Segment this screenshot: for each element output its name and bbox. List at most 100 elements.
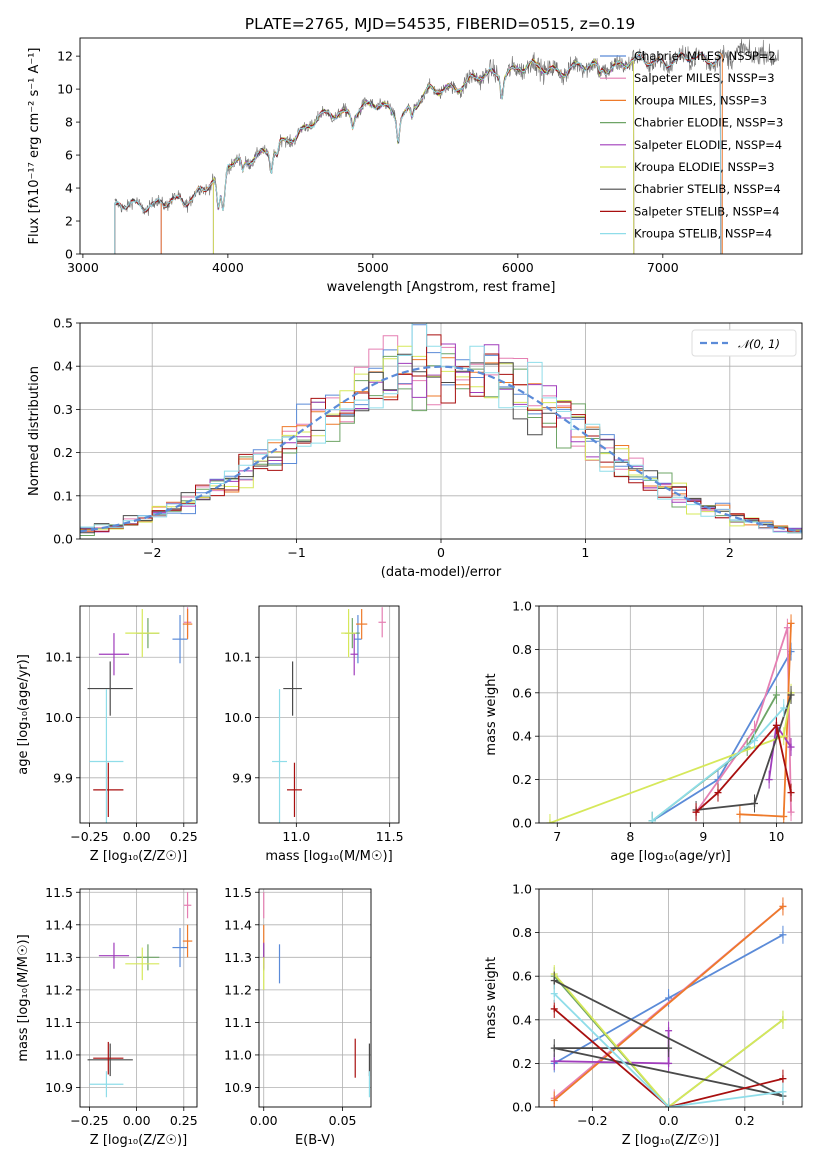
y-tick-label: 0 [65, 247, 73, 262]
y-tick-label: 10.9 [45, 1080, 73, 1095]
errorbar-point [136, 944, 160, 971]
y-tick-label: 0.0 [53, 532, 73, 547]
weight-marker [751, 794, 759, 813]
y-tick-label: 6 [65, 148, 73, 163]
errorbar-point [283, 661, 302, 716]
axes-frame [79, 888, 198, 1108]
x-tick-label: 0.25 [170, 829, 198, 844]
weight-marker [772, 716, 780, 735]
spectrum-legend: Chabrier MILES, NSSP=2 Salpeter MILES, NS… [600, 49, 783, 241]
weight-marker [779, 897, 787, 916]
legend-label: Salpeter MILES, NSSP=3 [634, 71, 775, 85]
weight-line [553, 905, 784, 1102]
errorbar-point [182, 609, 193, 640]
legend-label: Chabrier STELIB, NSSP=4 [634, 182, 781, 196]
y-tick-label: 9.9 [232, 770, 252, 785]
y-axis-label: mass weight [484, 957, 499, 1039]
x-tick-label: 8 [626, 829, 634, 844]
x-tick-label: 6000 [502, 260, 534, 275]
legend-label: Kroupa MILES, NSSP=3 [634, 93, 767, 107]
x-axis-label: mass [log₁₀(M/M☉)] [265, 849, 392, 864]
axes-frame [258, 888, 372, 1108]
legend-label: Kroupa ELODIE, NSSP=3 [634, 160, 775, 174]
y-tick-label: 11.0 [224, 1047, 252, 1062]
legend-box [691, 329, 797, 357]
weight-line [553, 979, 784, 1097]
y-tick-label: 11.1 [224, 1015, 252, 1030]
y-tick-label: 11.4 [224, 917, 252, 932]
y-tick-label: 2 [65, 214, 73, 229]
x-tick-label: 7000 [647, 260, 679, 275]
x-tick-label: 0.00 [123, 829, 151, 844]
weight-marker [787, 738, 795, 757]
y-tick-label: 10.1 [224, 650, 252, 665]
x-tick-label: 0.0 [659, 1113, 679, 1128]
errorbar-point [354, 615, 362, 664]
weight-marker [692, 803, 700, 822]
weight-marker [665, 1021, 673, 1040]
errorbar-point [172, 615, 188, 664]
weight-marker [787, 685, 795, 704]
x-tick-label: 5000 [357, 260, 389, 275]
x-tick-label: 3000 [67, 260, 99, 275]
plot-area [546, 614, 795, 823]
weight-line [553, 973, 784, 1107]
y-tick-label: 11.2 [224, 982, 252, 997]
figure-title: PLATE=2765, MJD=54535, FIBERID=0515, z=0… [245, 15, 635, 33]
weight-marker [550, 1091, 558, 1107]
errorbar-point [272, 689, 287, 823]
x-tick-label: 11.0 [282, 829, 310, 844]
x-tick-label: −1 [287, 545, 305, 560]
y-tick-label: 1.0 [512, 882, 532, 897]
y-tick-label: 0.8 [512, 642, 532, 657]
x-axis-label: Z [log₁₀(Z/Z☉)] [90, 1133, 187, 1148]
errorbar-point [89, 689, 124, 823]
y-tick-label: 11.1 [45, 1015, 73, 1030]
x-tick-label: 4000 [212, 260, 244, 275]
weight-marker [780, 698, 788, 717]
plot-area [263, 892, 371, 1098]
y-tick-label: 11.2 [45, 982, 73, 997]
y-tick-label: 0.2 [512, 772, 532, 787]
errorbar-point [98, 633, 130, 676]
x-axis-label: E(B-V) [295, 1133, 335, 1148]
age-vs-mass-panel: 11.0 11.5 9.9 10.0 10.1 mass [log₁₀(M/M☉)] [224, 605, 404, 864]
weight-marker [550, 999, 558, 1018]
y-tick-label: 0.4 [53, 359, 73, 374]
x-axis-label: wavelength [Angstrom, rest frame] [327, 280, 556, 295]
y-tick-label: 11.3 [224, 950, 252, 965]
y-tick-label: 10.0 [224, 710, 252, 725]
weight-marker [550, 984, 558, 1003]
y-tick-label: 11.5 [224, 885, 252, 900]
errorbar-point [98, 942, 130, 969]
y-axis-label: mass weight [484, 673, 499, 755]
y-tick-label: 11.5 [45, 885, 73, 900]
spectrum-model-line [114, 52, 722, 254]
normal-curve-line [80, 365, 802, 533]
errorbar-point [125, 947, 160, 981]
x-axis-label: age [log₁₀(age/yr)] [610, 849, 731, 864]
weight-line [651, 694, 778, 822]
x-axis-label: Z [log₁₀(Z/Z☉)] [622, 1133, 719, 1148]
errorbar-point [87, 1043, 133, 1077]
y-tick-label: 10 [57, 82, 73, 97]
legend-label: Kroupa STELIB, NSSP=4 [634, 227, 772, 241]
y-tick-label: 10.1 [45, 650, 73, 665]
y-tick-label: 8 [65, 115, 73, 130]
x-tick-label: −0.2 [577, 1113, 607, 1128]
errorbar-point [287, 762, 302, 817]
errorbar-point [172, 928, 188, 968]
x-tick-label: −0.25 [70, 829, 108, 844]
y-axis-label: mass [log₁₀(M/M☉)] [16, 934, 31, 1061]
y-tick-label: 11.0 [45, 1047, 73, 1062]
errorbar-point [341, 609, 357, 658]
weight-marker [648, 811, 656, 823]
axes-frame [79, 37, 803, 255]
legend-label: Salpeter STELIB, NSSP=4 [634, 204, 780, 218]
legend-label: Chabrier MILES, NSSP=2 [634, 49, 776, 63]
y-tick-label: 0.0 [512, 1100, 532, 1115]
x-tick-label: 0.25 [170, 1113, 198, 1128]
x-axis-label: Z [log₁₀(Z/Z☉)] [90, 849, 187, 864]
weight-vs-z-panel: −0.2 0.0 0.2 0.0 0.2 0.4 0.6 0.8 1.0 Z [log₁₀(Z/Z… [484, 882, 803, 1148]
residual-legend: 𝒩(0, 1) [691, 329, 797, 357]
